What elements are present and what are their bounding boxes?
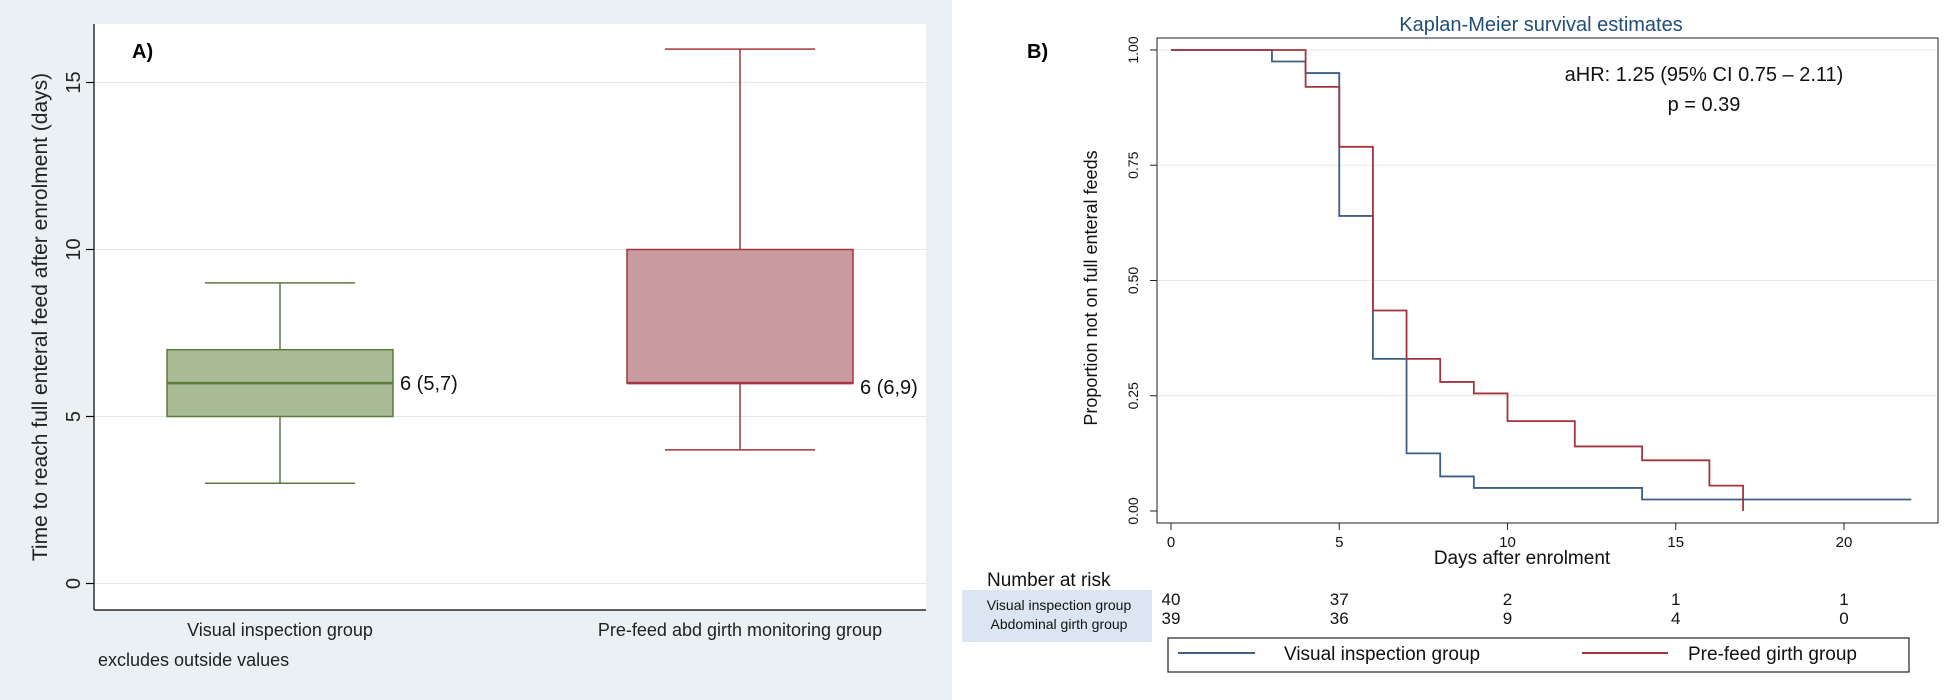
panel-a-y-axis-label: Time to reach full enteral feed after en…	[29, 73, 52, 561]
risk-table-value: 40	[1162, 590, 1181, 609]
km-curve-pre-feed-girth	[1171, 49, 1744, 511]
km-x-ticks: 0 5 10 15 20	[1167, 523, 1853, 551]
km-y-tick-label: 0.00	[1125, 497, 1141, 524]
box-visual-inspection: 6 (5,7)	[166, 282, 458, 485]
panel-a-label: A)	[132, 41, 153, 63]
legend-label-visual: Visual inspection group	[1284, 644, 1480, 665]
km-legend-box	[1167, 637, 1910, 673]
km-y-tick-label: 0.50	[1125, 267, 1141, 294]
box-girth-monitoring: 6 (6,9)	[626, 48, 918, 451]
km-x-tick-label: 5	[1335, 534, 1343, 551]
km-y-axis-label: Proportion not on full enteral feeds	[1081, 150, 1101, 425]
panel-a-footnote: excludes outside values	[98, 650, 289, 670]
risk-row-label-girth: Abdominal girth group	[991, 616, 1128, 632]
box-median-label: 6 (5,7)	[400, 373, 458, 395]
risk-table-value: 2	[1503, 590, 1512, 609]
risk-table-value: 36	[1330, 609, 1349, 628]
panel-a-y-tick-label: 15	[63, 71, 85, 93]
risk-table-value: 9	[1503, 609, 1512, 628]
km-y-ticks: 0.00 0.25 0.50 0.75 1.00	[1125, 36, 1157, 525]
km-p-value-text: p = 0.39	[1668, 94, 1741, 116]
risk-table-values: 40 37 2 1 139 36 9 4 0	[1162, 590, 1849, 628]
risk-table-value: 1	[1839, 590, 1848, 609]
km-y-tick-label: 0.25	[1125, 382, 1141, 409]
risk-table-value: 37	[1330, 590, 1349, 609]
risk-table-value: 4	[1671, 609, 1680, 628]
km-x-tick-label: 10	[1499, 534, 1516, 551]
panel-a-x-labels: Visual inspection group Pre-feed abd girt…	[187, 620, 882, 640]
panel-b: Kaplan-Meier survival estimates B) 0.000…	[962, 0, 1960, 700]
km-y-tick-label: 0.75	[1125, 151, 1141, 178]
risk-table-label-background	[962, 590, 1152, 642]
panel-a-x-category-label: Pre-feed abd girth monitoring group	[598, 620, 882, 640]
panel-a-y-ticks: 0 5 10 15	[63, 71, 94, 589]
number-at-risk-table: Number at risk Visual inspection group A…	[962, 570, 1849, 642]
km-x-tick-label: 15	[1667, 534, 1684, 551]
box-iqr	[626, 248, 854, 384]
risk-table-value: 1	[1671, 590, 1680, 609]
panel-a: 6 (5,7) 6 (6,9) 0 5 10 15 Visual inspection …	[0, 0, 952, 700]
box-median-label: 6 (6,9)	[860, 377, 918, 399]
panel-a-boxes: 6 (5,7) 6 (6,9)	[166, 48, 918, 485]
risk-table-value: 39	[1162, 609, 1181, 628]
panel-a-x-category-label: Visual inspection group	[187, 620, 373, 640]
km-y-tick-label: 1.00	[1125, 36, 1141, 63]
km-x-tick-label: 0	[1167, 534, 1175, 551]
risk-row-label-visual: Visual inspection group	[987, 597, 1132, 613]
panel-a-y-tick-label: 0	[63, 578, 85, 589]
km-x-tick-label: 20	[1836, 534, 1853, 551]
risk-table-value: 0	[1839, 609, 1848, 628]
number-at-risk-title: Number at risk	[987, 570, 1111, 591]
km-curves	[1171, 49, 1912, 511]
km-hazard-ratio-text: aHR: 1.25 (95% CI 0.75 – 2.11)	[1565, 64, 1844, 86]
panel-b-label: B)	[1027, 41, 1048, 63]
legend-label-girth: Pre-feed girth group	[1688, 644, 1857, 665]
km-curve-visual-inspection	[1171, 49, 1912, 501]
km-x-axis-label: Days after enrolment	[1434, 548, 1611, 569]
panel-a-y-tick-label: 5	[63, 411, 85, 422]
panel-a-y-tick-label: 10	[63, 238, 85, 260]
panel-divider	[952, 0, 964, 700]
km-title: Kaplan-Meier survival estimates	[1399, 14, 1682, 36]
km-legend: Visual inspection group Pre-feed girth g…	[1167, 637, 1910, 673]
